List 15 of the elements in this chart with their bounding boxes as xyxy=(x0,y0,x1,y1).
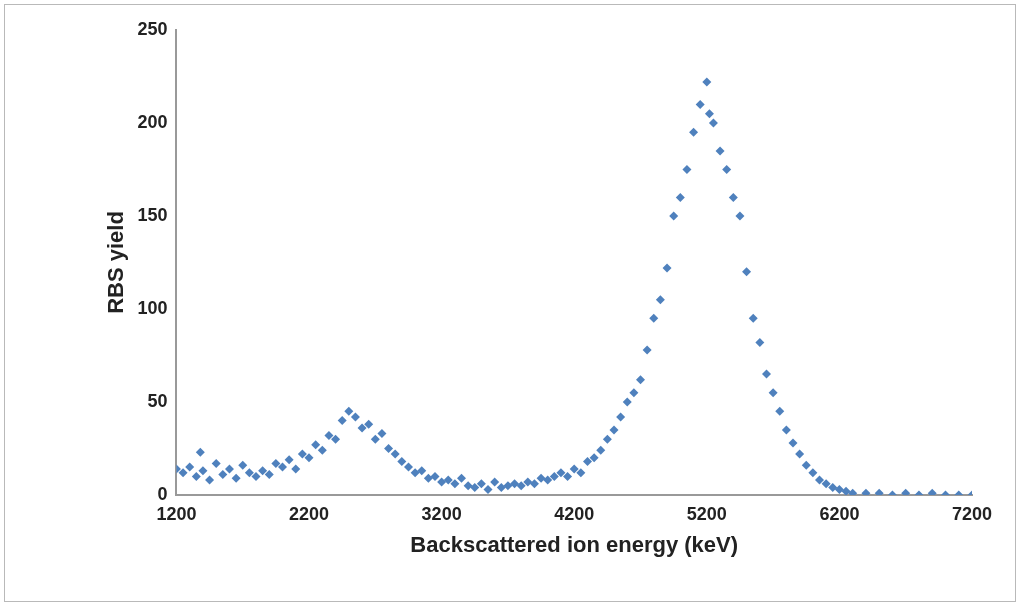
y-tick-label: 150 xyxy=(137,204,168,225)
x-tick-label: 1200 xyxy=(156,503,197,524)
x-tick-label: 6200 xyxy=(819,503,860,524)
x-tick-label: 7200 xyxy=(951,503,993,524)
x-tick-label: 2200 xyxy=(289,503,330,524)
y-tick-label: 0 xyxy=(157,483,168,504)
y-tick-label: 250 xyxy=(137,18,168,39)
x-tick-label: 5200 xyxy=(686,503,727,524)
x-tick-label: 3200 xyxy=(421,503,462,524)
y-tick-label: 200 xyxy=(137,111,168,132)
y-tick-label: 50 xyxy=(147,390,168,411)
x-axis-title: Backscattered ion energy (keV) xyxy=(410,531,739,557)
y-axis-title: RBS yield xyxy=(103,211,129,314)
y-tick-label: 100 xyxy=(137,297,168,318)
x-tick-label: 4200 xyxy=(554,503,595,524)
